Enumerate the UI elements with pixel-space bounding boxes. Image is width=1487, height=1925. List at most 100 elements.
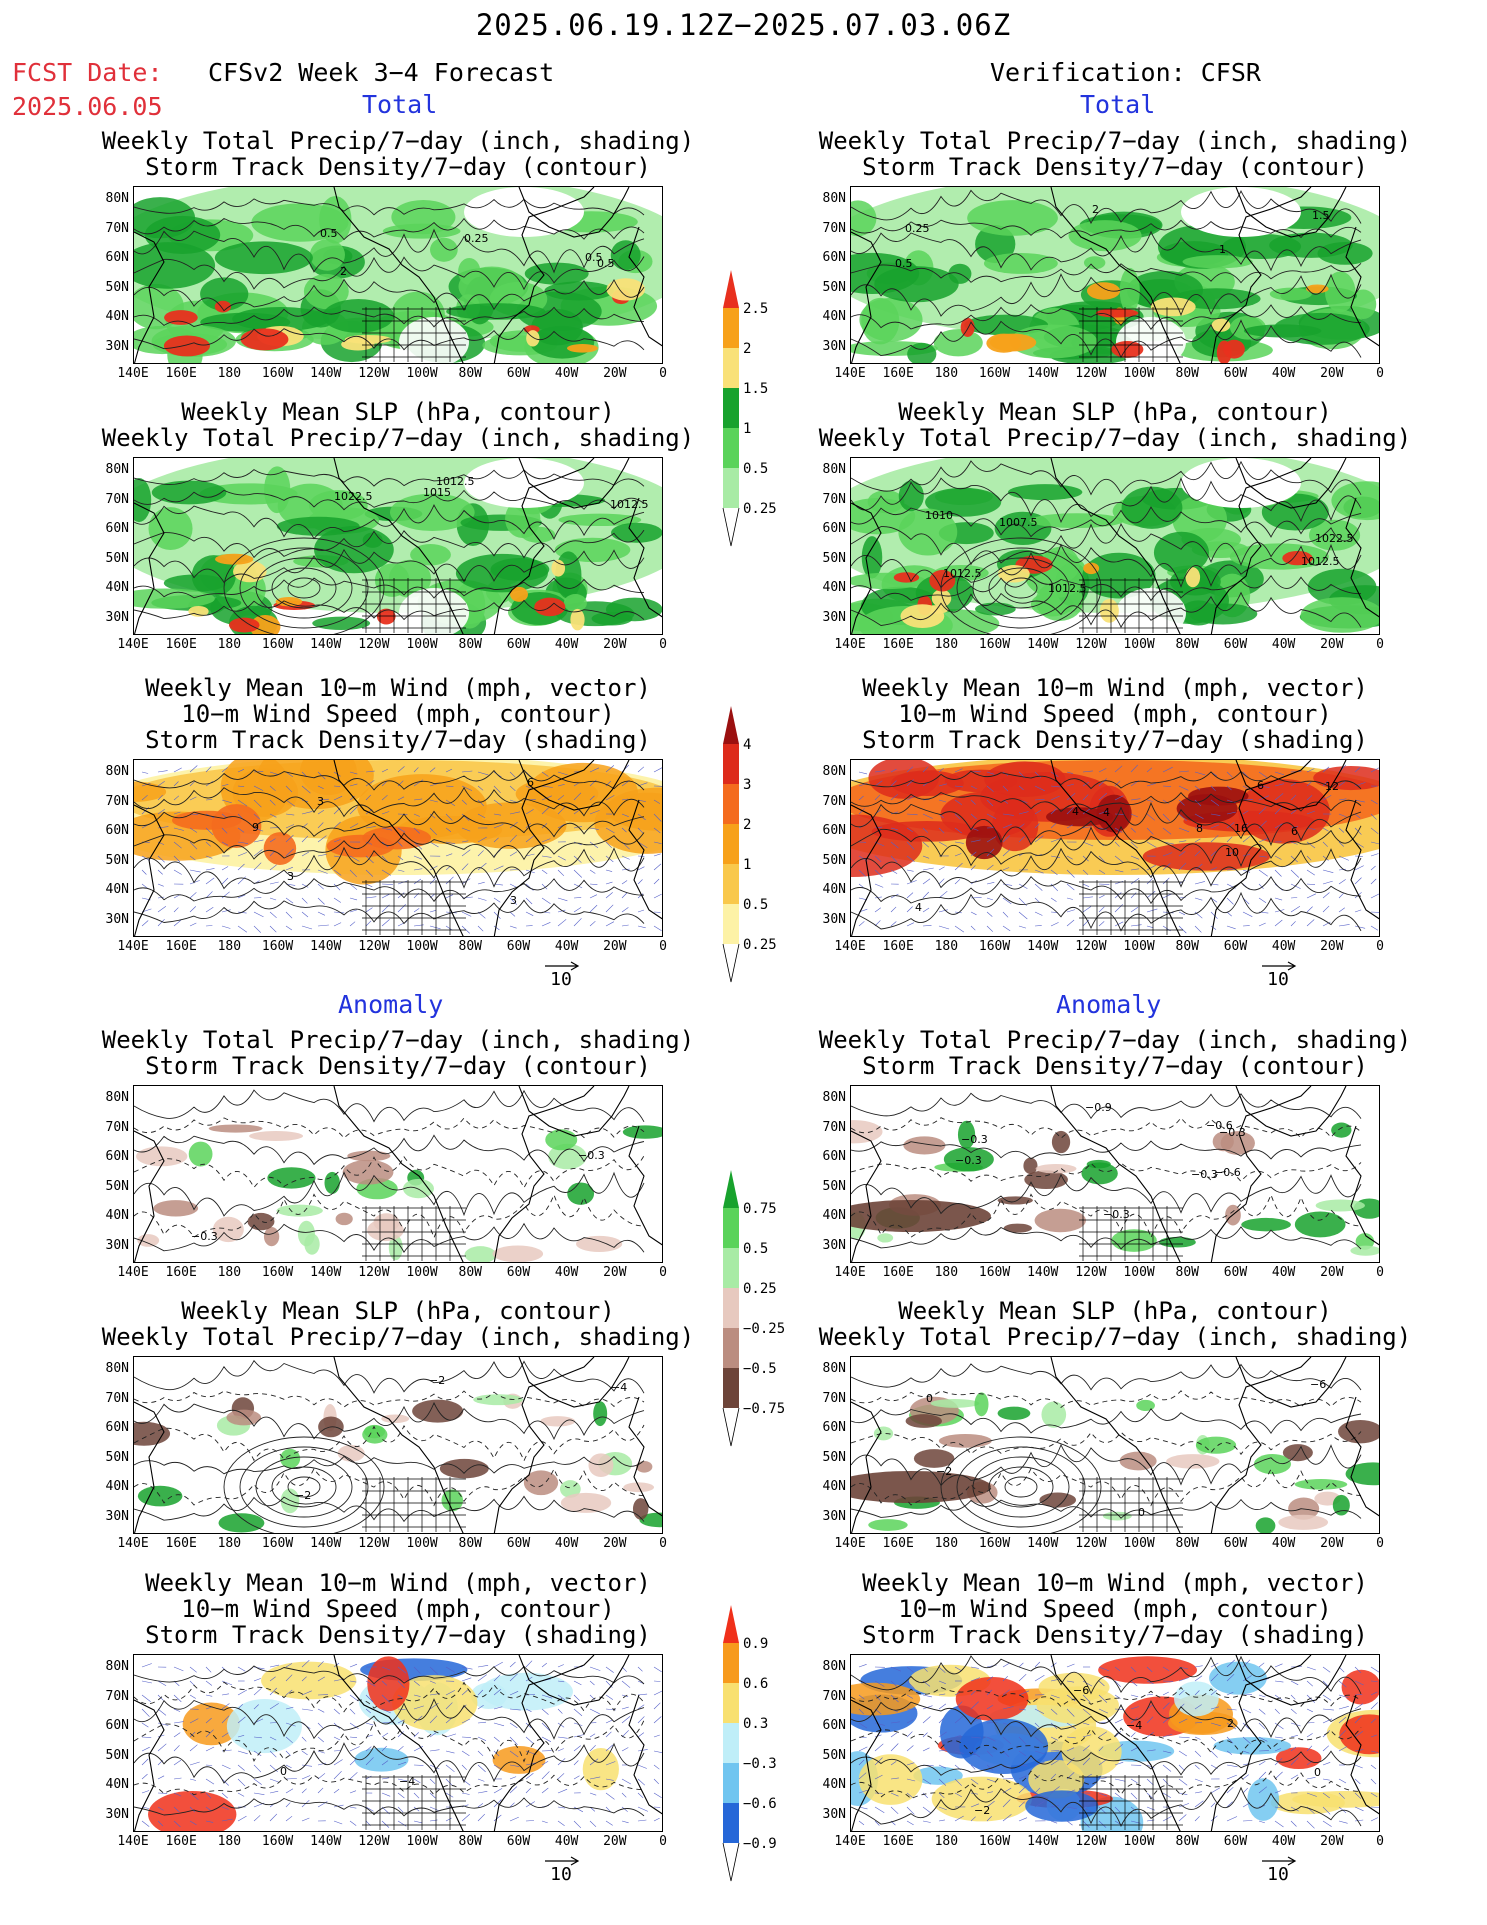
lat-label: 30N xyxy=(822,1806,846,1822)
lat-label: 70N xyxy=(822,1390,846,1406)
lon-label: 100W xyxy=(1123,1265,1155,1280)
contour-label: 0.25 xyxy=(464,232,489,245)
lon-label: 140W xyxy=(310,1834,342,1849)
colorbar-label: 4 xyxy=(743,737,751,753)
colorbar-segment xyxy=(723,1288,739,1328)
lon-label: 160W xyxy=(261,1265,294,1280)
lat-label: 50N xyxy=(105,550,129,566)
panel-title-line: Weekly Mean 10−m Wind (mph, vector) xyxy=(862,1569,1368,1597)
colorbar-label: 0.5 xyxy=(743,461,768,477)
colorbar-label: 2.5 xyxy=(743,301,768,317)
lon-label: 40W xyxy=(1271,366,1296,381)
vector-reference-arrow xyxy=(545,1856,580,1866)
map-panel: 4 16 4 10 6 4 8 12 6 xyxy=(850,759,1380,937)
lat-label: 40N xyxy=(105,882,129,897)
colorbar-label: 2 xyxy=(743,817,751,833)
lon-label: 180 xyxy=(934,939,959,954)
panel-title-line: Storm Track Density/7−day (contour) xyxy=(862,153,1368,181)
lon-label: 160W xyxy=(261,637,294,652)
lon-label: 20W xyxy=(603,939,627,954)
lon-label: 0 xyxy=(1376,939,1384,954)
colorbar-precip-total: 2.5 2 1.5 1 0.5 0.25 xyxy=(722,270,777,547)
contour-label: −2 xyxy=(974,1804,990,1817)
panel-title-line: Weekly Mean SLP (hPa, contour) xyxy=(181,398,615,426)
colorbar-label: 0.5 xyxy=(743,1241,768,1257)
lon-label: 160W xyxy=(978,1536,1011,1551)
lat-label: 60N xyxy=(105,521,129,536)
lon-label: 0 xyxy=(1376,1834,1384,1849)
colorbar-precip-anomaly: 0.75 0.5 0.25 −0.25 −0.5 −0.75 xyxy=(722,1170,785,1447)
lon-label: 160E xyxy=(165,1536,197,1551)
lat-label: 60N xyxy=(105,1420,129,1435)
lon-label: 0 xyxy=(659,1536,667,1551)
lat-label: 30N xyxy=(822,1508,846,1524)
contour-label: −4 xyxy=(1126,1719,1142,1732)
contour-label: 2 xyxy=(340,265,347,278)
lon-label: 160E xyxy=(882,1536,914,1551)
panel-title-line: Weekly Mean SLP (hPa, contour) xyxy=(898,398,1332,426)
map-panel: −0.3 −0.3 xyxy=(133,1085,663,1263)
lat-label: 60N xyxy=(105,1149,129,1164)
lat-label: 60N xyxy=(822,250,846,265)
lon-label: 80W xyxy=(1175,1536,1199,1551)
contour-label: −0.3 xyxy=(1191,1168,1218,1181)
lon-label: 80W xyxy=(1175,637,1199,652)
contour-label: −6 xyxy=(1310,1378,1326,1391)
right-total-heading: Total xyxy=(1080,90,1156,119)
map-plot: 6 3 3 3 9 xyxy=(134,760,662,936)
lon-label: 60W xyxy=(1223,637,1248,652)
lon-label: 0 xyxy=(1376,637,1384,652)
lon-label: 140E xyxy=(834,1536,866,1551)
lat-label: 80N xyxy=(822,764,846,779)
lat-label: 80N xyxy=(105,1659,129,1674)
lon-label: 80W xyxy=(458,939,482,954)
colorbar-segment xyxy=(723,270,739,308)
map-plot: −0.6−0.9−0.3−0.3−0.6−0.3−0.3−0.3 xyxy=(851,1086,1379,1262)
colorbar-label: 1 xyxy=(743,421,751,437)
map-plot: 1007.5 1012.5 1010 1012.5 1012.5 1022.5 xyxy=(851,458,1379,634)
colorbar-segment xyxy=(722,943,740,983)
lon-label: 180 xyxy=(934,366,959,381)
map-plot: −6 −2 0 0 xyxy=(851,1357,1379,1533)
lon-label: 100W xyxy=(406,1536,438,1551)
lon-label: 100W xyxy=(406,366,438,381)
lat-label: 50N xyxy=(822,1178,846,1194)
fcst-date-label: FCST Date: xyxy=(12,58,163,87)
map-panel: −0.6 −0.9 −0.3 −0.3 −0.6 −0.3 −0.3 −0.3 xyxy=(850,1085,1380,1263)
colorbar-segment xyxy=(723,824,739,864)
contour-label: 1012.5 xyxy=(610,498,649,511)
contour-label: 1012.5 xyxy=(943,567,982,580)
panel-title: Weekly Mean 10−m Wind (mph, vector) 10−m … xyxy=(805,675,1425,753)
contour-label: −0.3 xyxy=(1219,1126,1246,1139)
lon-label: 180 xyxy=(217,1265,242,1280)
lon-label: 60W xyxy=(1223,1834,1248,1849)
contour-label: 0 xyxy=(1138,1506,1145,1519)
lat-label: 80N xyxy=(105,764,129,779)
lon-label: 100W xyxy=(406,1265,438,1280)
lat-label: 60N xyxy=(105,1718,129,1733)
panel-title: Weekly Mean SLP (hPa, contour) Weekly Tot… xyxy=(88,399,708,451)
lat-label: 60N xyxy=(822,1718,846,1733)
lat-label: 80N xyxy=(105,462,129,477)
contour-label: 4 xyxy=(1103,806,1110,819)
lon-label: 80W xyxy=(458,1536,482,1551)
lon-label: 20W xyxy=(603,366,627,381)
colorbar-label: 0.9 xyxy=(743,1636,768,1652)
lon-label: 120W xyxy=(358,366,390,381)
colorbar-segment xyxy=(723,388,739,428)
map-plot: 0.5 2 1 1.5 0.25 xyxy=(851,187,1379,363)
lon-label: 40W xyxy=(554,1265,579,1280)
contour-label: 10 xyxy=(1225,846,1239,859)
contour-label: 1 xyxy=(1219,243,1226,256)
colorbar-label: 2 xyxy=(743,341,751,357)
lon-label: 180 xyxy=(934,1834,959,1849)
lon-label: 120W xyxy=(1075,1265,1107,1280)
colorbar-segment xyxy=(723,1723,739,1763)
contour-label: 0 xyxy=(1314,1766,1321,1779)
lon-label: 0 xyxy=(1376,1265,1384,1280)
lon-label: 120W xyxy=(1075,366,1107,381)
colorbar-storm-total: 4 3 2 1 0.5 0.25 xyxy=(722,706,777,983)
panel-title-line: Weekly Total Precip/7−day (inch, shading… xyxy=(818,424,1412,452)
left-column-title: CFSv2 Week 3−4 Forecast xyxy=(208,58,555,87)
panel-title-line: Weekly Total Precip/7−day (inch, shading… xyxy=(101,424,695,452)
